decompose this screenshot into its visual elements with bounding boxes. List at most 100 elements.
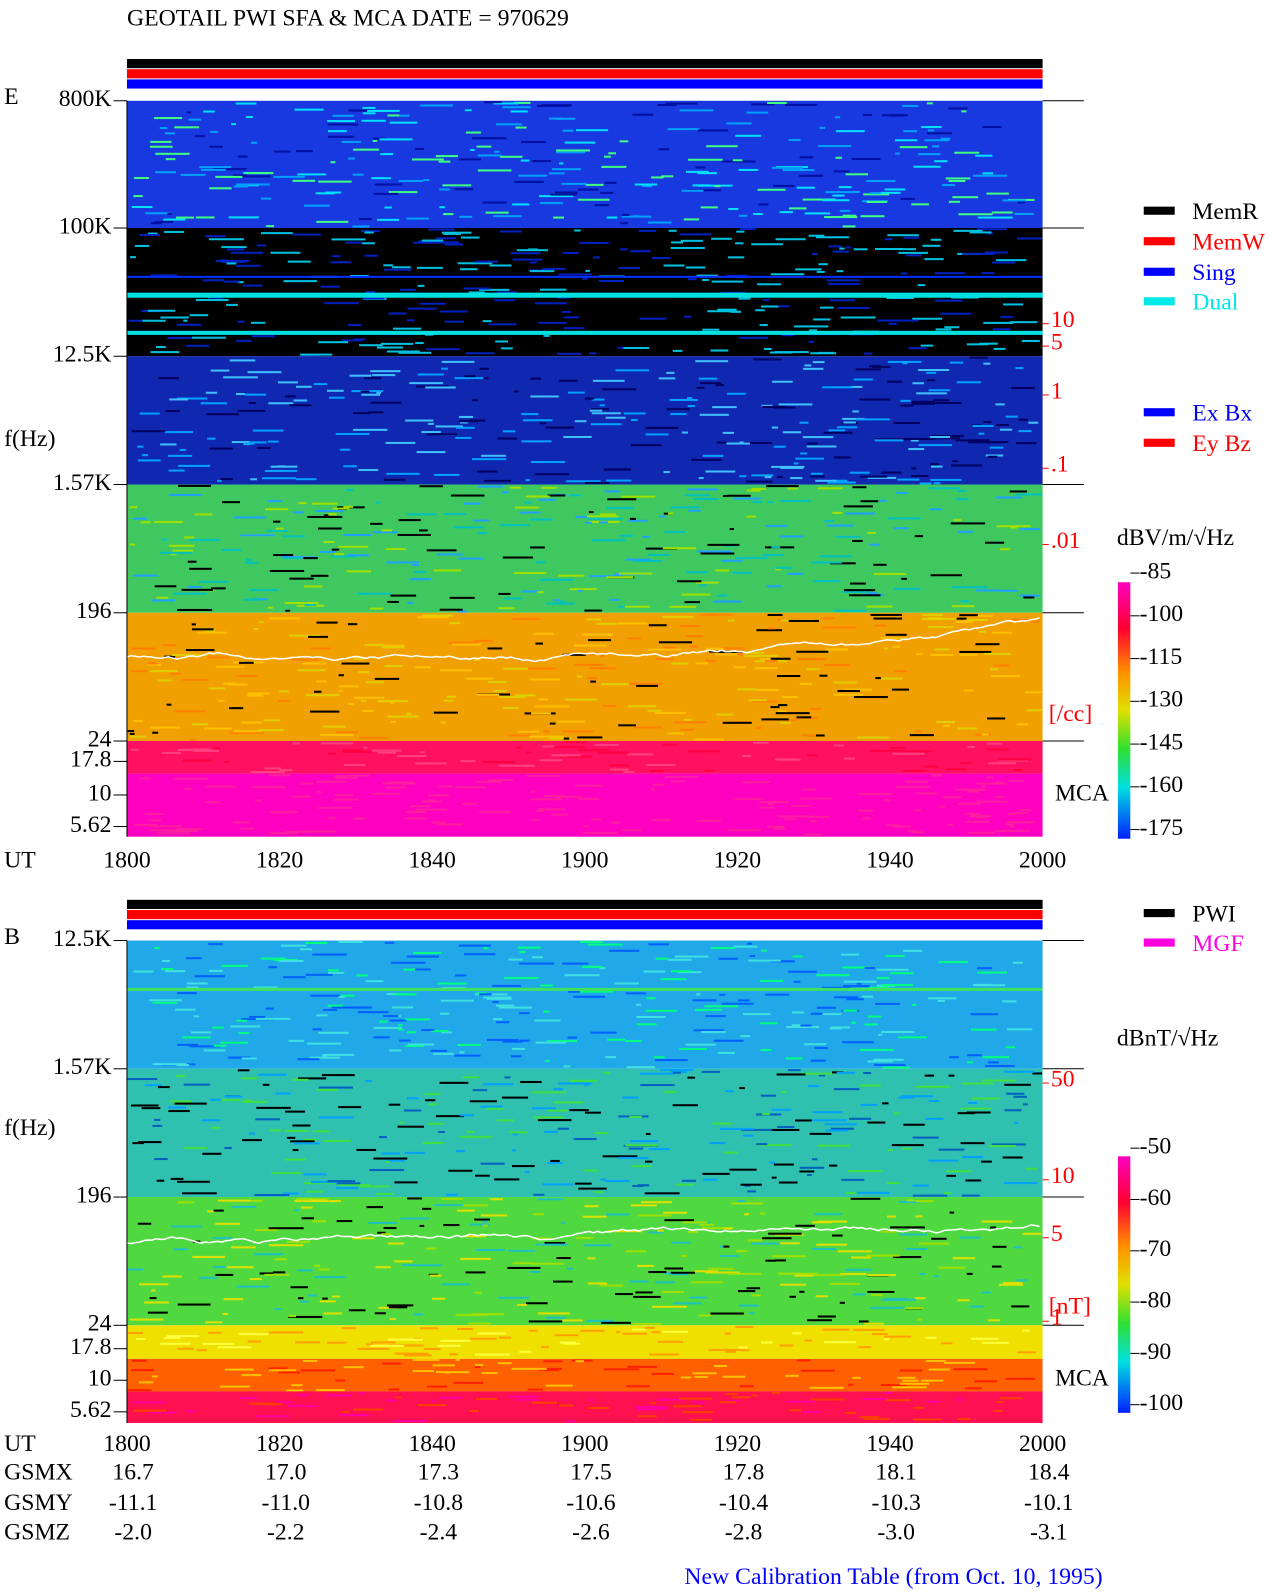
spectrogram-texture: [374, 1312, 386, 1315]
spectrogram-texture: [777, 815, 810, 818]
spectrogram-texture: [775, 566, 792, 569]
spectrogram-texture: [1017, 201, 1026, 204]
spectrogram-texture: [482, 1220, 488, 1223]
spectrogram-texture: [761, 404, 773, 407]
spectrogram-texture: [486, 997, 512, 1000]
spectrogram-texture: [250, 321, 266, 324]
spectrogram-texture: [694, 1375, 708, 1379]
spectrogram-texture: [476, 693, 500, 696]
spectrogram-texture: [892, 645, 901, 648]
spectrogram-texture: [957, 1299, 970, 1302]
spectrogram-texture: [991, 1265, 1002, 1268]
spectrogram-texture: [800, 452, 808, 455]
spectrogram-texture: [593, 256, 600, 259]
spectrogram-texture: [458, 158, 481, 161]
spectrogram-texture: [233, 730, 263, 733]
spectrogram-texture: [744, 1184, 751, 1187]
spectrogram-texture: [186, 957, 202, 960]
spectrogram-texture: [413, 1313, 423, 1316]
spectrogram-texture: [204, 801, 221, 804]
spectrogram-texture: [370, 1344, 405, 1347]
spectrogram-texture: [830, 299, 856, 302]
legend-label: Ex Bx: [1192, 401, 1252, 427]
spectrogram-texture: [151, 599, 176, 602]
spectrogram-texture: [176, 397, 208, 400]
orbit-value: -2.0: [114, 1519, 152, 1545]
spectrogram-texture: [720, 647, 746, 650]
spectrogram-texture: [585, 183, 604, 186]
spectrogram-texture: [832, 194, 845, 197]
spectrogram-texture: [268, 966, 277, 969]
spectrogram-texture: [335, 1379, 346, 1382]
spectrogram-texture: [916, 392, 947, 395]
spectrogram-texture: [667, 958, 692, 961]
spectrogram-texture: [496, 1119, 515, 1122]
spectrogram-texture: [441, 367, 449, 370]
spectrogram-texture: [152, 1375, 158, 1378]
spectrogram-texture: [761, 949, 767, 952]
spectrogram-texture: [240, 827, 253, 830]
spectrogram-texture: [382, 1362, 402, 1365]
spectrogram-texture: [327, 1004, 343, 1007]
spectrogram-texture: [699, 1223, 715, 1226]
spectrogram-texture: [698, 477, 704, 480]
spectrogram-texture: [837, 689, 860, 693]
spectrogram-texture: [189, 567, 212, 570]
spectrogram-texture: [700, 552, 735, 555]
spectrogram-texture: [663, 1091, 677, 1094]
spectrogram-texture: [961, 1082, 994, 1085]
spectrogram-texture: [209, 447, 234, 450]
spectrogram-texture: [520, 159, 530, 162]
spectrogram-texture: [586, 1319, 614, 1322]
spectrogram-texture: [318, 180, 352, 183]
spectrogram-texture: [526, 495, 550, 498]
spectrogram-texture: [751, 700, 778, 703]
spectrogram-texture: [437, 1344, 461, 1347]
spectrogram-texture: [867, 531, 876, 535]
spectrogram-texture: [760, 1094, 777, 1097]
spectrogram-texture: [193, 1015, 200, 1018]
spectrogram-texture: [534, 473, 569, 476]
spectrogram-texture: [179, 448, 186, 451]
spectrogram-texture: [278, 1371, 301, 1374]
spectrogram-texture: [900, 404, 914, 407]
spectrogram-texture: [469, 1223, 490, 1226]
spectrogram-texture: [942, 796, 962, 799]
spectrogram-texture: [836, 1071, 856, 1074]
spectrogram-texture: [157, 832, 191, 835]
spectrogram-texture: [654, 1056, 665, 1059]
spectrogram-texture: [953, 229, 983, 232]
spectrogram-texture: [740, 1183, 762, 1186]
spectrogram-texture: [436, 1371, 470, 1374]
spectrogram-texture: [168, 469, 185, 472]
spectrogram-texture: [987, 742, 1003, 745]
spectrogram-texture: [896, 785, 930, 788]
spectrogram-texture: [271, 1172, 302, 1175]
spectrogram-texture: [362, 709, 374, 712]
spectrogram-texture: [771, 546, 781, 549]
spectrogram-texture: [701, 1031, 726, 1034]
spectrogram-texture: [928, 1159, 959, 1162]
spectrogram-texture: [535, 1041, 566, 1044]
spectrogram-texture: [746, 480, 773, 483]
spectrogram-texture: [727, 1272, 762, 1275]
spectrogram-texture: [787, 572, 804, 575]
spectrogram-texture: [416, 266, 443, 269]
spectrogram-texture: [691, 1281, 724, 1284]
spectrogram-texture: [657, 1229, 664, 1232]
spectrogram-texture: [569, 1109, 589, 1112]
spectrogram-texture: [269, 832, 298, 835]
spectrogram-texture: [419, 485, 443, 488]
spectrogram-texture: [564, 741, 586, 744]
spectrogram-texture: [582, 1215, 607, 1218]
spectrogram-texture: [248, 1402, 275, 1405]
spectrogram-texture: [1003, 1182, 1038, 1185]
spectrogram-texture: [293, 511, 304, 514]
spectrogram-texture: [553, 1088, 564, 1091]
spectrogram-texture: [974, 1380, 997, 1383]
spectrogram-texture: [278, 959, 304, 962]
spectrogram-texture: [150, 140, 172, 143]
spectrogram-texture: [243, 1099, 253, 1102]
spectrogram-texture: [618, 266, 641, 270]
spectrogram-texture: [439, 669, 472, 672]
